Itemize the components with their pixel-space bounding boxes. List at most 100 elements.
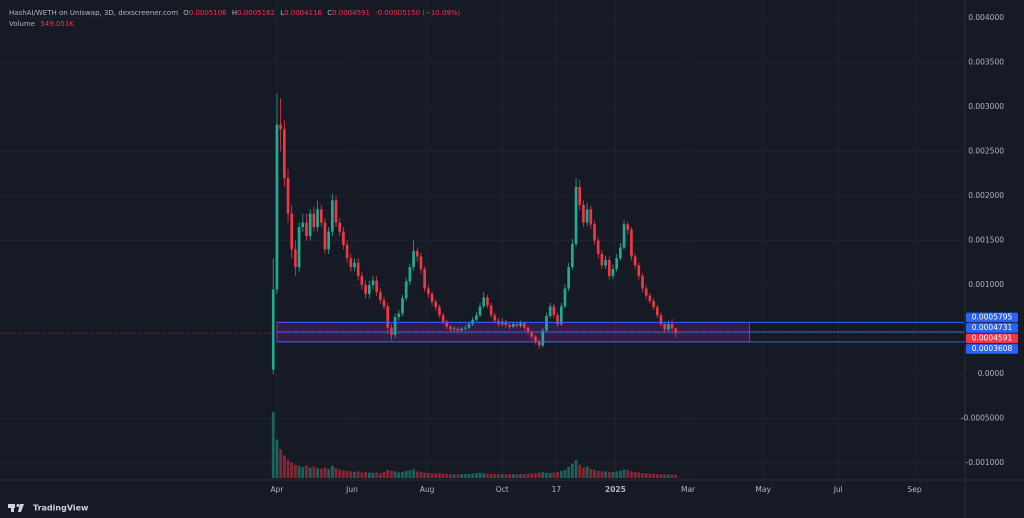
- volume-bar: [537, 472, 541, 478]
- candle-body: [294, 249, 297, 268]
- volume-bar: [371, 472, 375, 478]
- logo-part: [16, 504, 20, 507]
- candle-body: [301, 222, 305, 228]
- volume-bar: [670, 474, 674, 478]
- volume-bar: [319, 468, 323, 478]
- candle-body: [644, 288, 648, 296]
- candle-body: [619, 247, 622, 259]
- y-tick-label: -0.001000: [966, 458, 1005, 467]
- volume-bar: [559, 470, 563, 478]
- volume-bar: [545, 472, 548, 478]
- volume-label: Volume: [9, 20, 35, 28]
- volume-bar: [570, 463, 574, 478]
- candle-body: [375, 280, 378, 293]
- volume-bar: [641, 473, 644, 478]
- volume-bar: [611, 471, 615, 478]
- volume-bar: [282, 455, 286, 478]
- candle-body: [305, 222, 308, 236]
- candle-body: [390, 327, 393, 335]
- volume-bar: [615, 471, 619, 478]
- price-tag: [966, 323, 1018, 333]
- volume-bar: [367, 472, 371, 478]
- candle-body: [379, 292, 382, 301]
- volume-bar: [452, 474, 456, 478]
- candle-body: [637, 265, 641, 277]
- candle-body: [397, 313, 401, 318]
- volume-bar: [600, 471, 604, 478]
- y-tick-label: 0.002500: [968, 146, 1004, 155]
- volume-bar: [504, 474, 508, 478]
- volume-bar: [423, 472, 427, 478]
- volume-bar: [467, 473, 471, 478]
- volume-bar: [626, 470, 630, 478]
- volume-bar: [390, 470, 393, 478]
- brand: TradingView: [33, 504, 89, 513]
- volume-value: 549.051K: [40, 20, 74, 28]
- candle-body: [655, 307, 659, 316]
- candle-body: [563, 288, 567, 307]
- volume-bar: [375, 472, 379, 478]
- candle-body: [434, 301, 438, 308]
- volume-bar: [589, 468, 593, 478]
- volume-bar: [548, 473, 552, 478]
- volume-bar: [474, 473, 478, 478]
- candle-body: [430, 293, 434, 302]
- price-tag: [966, 344, 1018, 354]
- candle-body: [331, 200, 334, 232]
- candle-body: [478, 306, 482, 316]
- volume-bar: [438, 473, 441, 478]
- volume-bar: [497, 474, 500, 478]
- volume-bar: [604, 471, 607, 478]
- volume-bar: [419, 471, 423, 478]
- candle-body: [508, 325, 511, 327]
- candle-body: [275, 124, 279, 290]
- volume-bar: [578, 464, 582, 478]
- volume-bar: [356, 471, 360, 478]
- volume-bar: [556, 471, 559, 478]
- volume-bar: [659, 474, 663, 478]
- candle-body: [456, 328, 460, 331]
- volume-bar: [415, 471, 419, 478]
- candle-body: [593, 224, 596, 241]
- ohlc-value: 0.0004116: [284, 9, 322, 17]
- candle-body: [604, 260, 607, 266]
- candle-body: [393, 317, 397, 335]
- candle-body: [667, 324, 670, 330]
- volume-bar: [666, 474, 670, 478]
- volume-bar: [279, 449, 283, 478]
- candle-body: [630, 229, 633, 257]
- candle-body: [415, 251, 419, 257]
- candle-body: [408, 267, 412, 282]
- volume-bar: [522, 473, 526, 478]
- candle-body: [371, 280, 375, 285]
- volume-bar: [404, 470, 408, 478]
- volume-bar: [644, 473, 648, 478]
- volume-bar: [426, 473, 430, 478]
- candle-body: [438, 307, 441, 316]
- change: -0.00005150 (−10.09%): [375, 9, 460, 17]
- candle-body: [452, 328, 456, 330]
- volume-bar: [297, 465, 301, 478]
- ohlc-label: C: [327, 9, 332, 17]
- candle-body: [382, 300, 386, 307]
- candle-body: [308, 213, 312, 236]
- candle-body: [312, 213, 316, 228]
- volume-bar: [630, 471, 633, 478]
- volume-bar: [663, 474, 667, 478]
- volume-bar: [290, 462, 294, 478]
- volume-bar: [463, 474, 467, 478]
- symbol: HashAI/WETH on Uniswap, 3D, dexscreener.…: [9, 9, 178, 17]
- candle-body: [360, 276, 364, 285]
- x-tick-label: May: [755, 485, 771, 494]
- volume-bar: [486, 473, 489, 478]
- candle-body: [545, 316, 548, 331]
- candle-body: [419, 256, 423, 269]
- candle-body: [537, 341, 541, 346]
- volume-bar: [530, 473, 534, 478]
- candle-body: [556, 315, 559, 325]
- candle-body: [404, 281, 408, 299]
- price-tag-label: 0.0004591: [972, 333, 1013, 342]
- volume-bar: [349, 471, 353, 478]
- volume-bar: [327, 469, 331, 478]
- volume-bar: [655, 474, 659, 478]
